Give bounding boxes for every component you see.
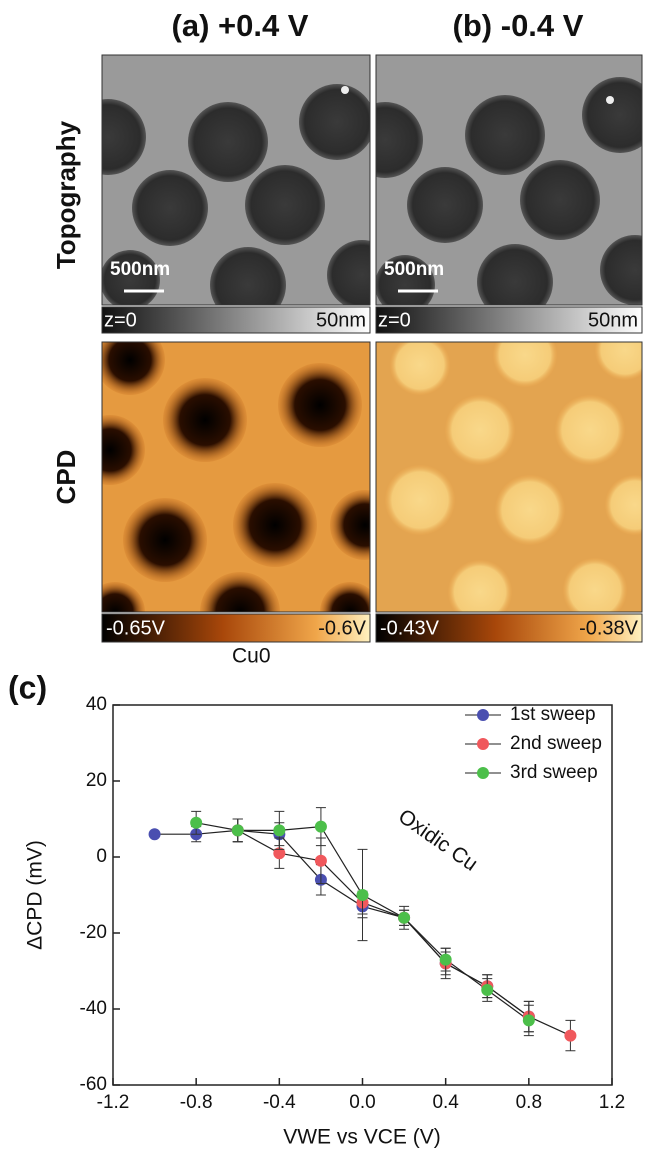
data-point <box>564 1030 576 1042</box>
colorbar-label: -0.38V <box>579 617 639 639</box>
data-point <box>232 824 244 836</box>
x-tick-label: 0.8 <box>516 1092 542 1113</box>
y-tick-label: 20 <box>86 770 107 791</box>
colorbar-label: z=0 <box>378 309 411 331</box>
colorbar-label: 50nm <box>316 309 366 331</box>
annotation: Oxidic Cu <box>394 805 482 876</box>
x-tick-label: 0.4 <box>432 1092 459 1113</box>
y-axis-label: ΔCPD (mV) <box>24 840 47 950</box>
data-point <box>398 912 410 924</box>
annotation: Cu0 <box>232 645 271 668</box>
x-axis-label: VWE vs VCE (V) <box>283 1126 441 1149</box>
x-tick-label: -1.2 <box>97 1092 130 1113</box>
data-point <box>523 1014 535 1026</box>
data-point <box>440 954 452 966</box>
row-label: Topography <box>51 120 81 269</box>
y-tick-label: -20 <box>80 922 107 943</box>
data-point <box>273 824 285 836</box>
legend-label: 2nd sweep <box>510 733 602 754</box>
figure: (a) +0.4 V (b) -0.4 V Topography CPD 500… <box>0 0 666 1155</box>
data-point <box>357 889 369 901</box>
legend-marker <box>477 738 489 750</box>
x-tick-label: -0.4 <box>263 1092 296 1113</box>
data-point <box>315 821 327 833</box>
topography-image <box>70 55 397 323</box>
cpd-image <box>376 320 665 624</box>
data-point <box>149 828 161 840</box>
legend-marker <box>477 709 489 721</box>
colorbar-label: 50nm <box>588 309 638 331</box>
scale-bar-label: 500nm <box>110 259 170 280</box>
topography-image <box>347 55 666 320</box>
y-tick-label: 40 <box>86 694 107 715</box>
panel-title: (b) -0.4 V <box>453 8 584 43</box>
x-tick-label: 0.0 <box>349 1092 375 1113</box>
x-tick-label: 1.2 <box>599 1092 625 1113</box>
y-tick-label: -40 <box>80 998 107 1019</box>
colorbar-label: -0.6V <box>318 617 366 639</box>
legend-label: 3rd sweep <box>510 762 598 783</box>
data-point <box>481 984 493 996</box>
colorbar-label: -0.65V <box>106 617 166 639</box>
colorbar-label: -0.43V <box>380 617 440 639</box>
panel-title: (a) +0.4 V <box>172 8 309 43</box>
cpd-image <box>75 325 400 652</box>
legend-label: 1st sweep <box>510 704 596 725</box>
data-point <box>315 855 327 867</box>
scale-bar-label: 500nm <box>384 259 444 280</box>
colorbar-label: z=0 <box>104 309 137 331</box>
x-tick-label: -0.8 <box>180 1092 213 1113</box>
series-line <box>238 830 571 1035</box>
y-tick-label: -60 <box>80 1074 107 1095</box>
data-point <box>190 817 202 829</box>
row-label: CPD <box>51 450 81 505</box>
y-tick-label: 0 <box>96 846 107 867</box>
panel-label: (c) <box>8 669 47 705</box>
legend-marker <box>477 767 489 779</box>
